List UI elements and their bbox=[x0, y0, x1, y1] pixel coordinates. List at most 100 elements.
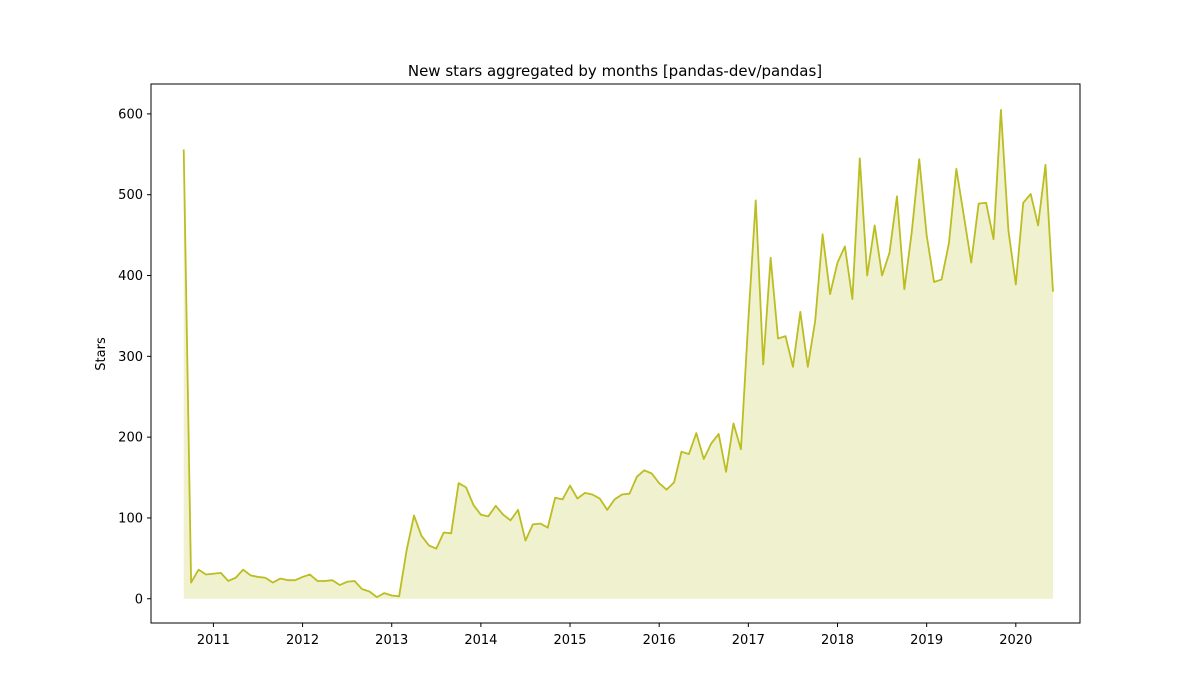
data-point bbox=[264, 577, 266, 579]
data-point bbox=[458, 482, 460, 484]
data-point bbox=[190, 582, 192, 584]
data-point bbox=[428, 544, 430, 546]
data-point bbox=[472, 504, 474, 506]
y-tick-label: 200 bbox=[118, 431, 143, 446]
data-point bbox=[621, 494, 623, 496]
data-point bbox=[547, 527, 549, 529]
data-point bbox=[376, 596, 378, 598]
data-point bbox=[435, 548, 437, 550]
data-point bbox=[406, 549, 408, 551]
data-point bbox=[339, 584, 341, 586]
data-point bbox=[866, 275, 868, 277]
data-point bbox=[599, 498, 601, 500]
data-point bbox=[792, 366, 794, 368]
data-point bbox=[517, 509, 519, 511]
data-point bbox=[309, 574, 311, 576]
data-point bbox=[368, 590, 370, 592]
data-point bbox=[606, 509, 608, 511]
data-point bbox=[911, 231, 913, 233]
data-point bbox=[955, 168, 957, 170]
x-tick-label: 2019 bbox=[910, 633, 943, 648]
data-point bbox=[881, 275, 883, 277]
x-tick-label: 2012 bbox=[286, 633, 319, 648]
data-point bbox=[799, 311, 801, 313]
x-tick-label: 2017 bbox=[732, 633, 765, 648]
data-point bbox=[666, 489, 668, 491]
y-tick-label: 500 bbox=[118, 188, 143, 203]
data-point bbox=[829, 293, 831, 295]
data-point bbox=[658, 482, 660, 484]
data-point bbox=[629, 493, 631, 495]
data-point bbox=[242, 569, 244, 571]
data-point bbox=[495, 505, 497, 507]
data-point bbox=[576, 498, 578, 500]
data-point bbox=[465, 486, 467, 488]
data-point bbox=[1000, 109, 1002, 111]
data-point bbox=[822, 233, 824, 235]
data-point bbox=[814, 320, 816, 322]
x-tick-label: 2011 bbox=[197, 633, 230, 648]
x-tick-label: 2020 bbox=[999, 633, 1032, 648]
data-point bbox=[844, 245, 846, 247]
data-point bbox=[837, 262, 839, 264]
area-fill bbox=[183, 109, 1053, 599]
data-point bbox=[272, 582, 274, 584]
data-point bbox=[680, 451, 682, 453]
data-point bbox=[688, 453, 690, 455]
data-point bbox=[279, 578, 281, 580]
data-point bbox=[302, 576, 304, 578]
data-point bbox=[205, 574, 207, 576]
data-point bbox=[926, 234, 928, 236]
y-tick-label: 100 bbox=[118, 511, 143, 526]
data-point bbox=[183, 148, 185, 150]
y-tick-label: 0 bbox=[135, 592, 143, 607]
x-tick-label: 2018 bbox=[821, 633, 854, 648]
data-point bbox=[643, 469, 645, 471]
data-point bbox=[1037, 224, 1039, 226]
data-point bbox=[346, 581, 348, 583]
data-point bbox=[443, 531, 445, 533]
data-point bbox=[450, 532, 452, 534]
data-point bbox=[732, 422, 734, 424]
data-point bbox=[502, 514, 504, 516]
data-point bbox=[970, 262, 972, 264]
data-point bbox=[695, 432, 697, 434]
y-tick-label: 300 bbox=[118, 350, 143, 365]
data-point bbox=[740, 448, 742, 450]
data-point bbox=[554, 497, 556, 499]
data-point bbox=[636, 476, 638, 478]
data-point bbox=[673, 481, 675, 483]
data-point bbox=[941, 279, 943, 281]
x-tick-label: 2014 bbox=[464, 633, 497, 648]
data-point bbox=[539, 523, 541, 525]
data-point bbox=[963, 215, 965, 217]
data-point bbox=[651, 473, 653, 475]
series-line bbox=[182, 108, 1054, 599]
data-point bbox=[710, 443, 712, 445]
data-point bbox=[718, 433, 720, 435]
data-point bbox=[993, 238, 995, 240]
data-point bbox=[250, 574, 252, 576]
data-point bbox=[398, 595, 400, 597]
data-point bbox=[257, 576, 259, 578]
data-point bbox=[703, 458, 705, 460]
data-point bbox=[235, 577, 237, 579]
data-point bbox=[532, 523, 534, 525]
data-point bbox=[1007, 229, 1009, 231]
data-point bbox=[777, 338, 779, 340]
data-point bbox=[859, 157, 861, 159]
data-point bbox=[287, 579, 289, 581]
data-point bbox=[807, 366, 809, 368]
data-point bbox=[614, 498, 616, 500]
y-tick-label: 600 bbox=[118, 107, 143, 122]
chart-title: New stars aggregated by months [pandas-d… bbox=[408, 62, 822, 80]
data-point bbox=[391, 595, 393, 597]
data-point bbox=[755, 199, 757, 201]
y-tick-label: 400 bbox=[118, 269, 143, 284]
data-point bbox=[762, 363, 764, 365]
data-point bbox=[584, 492, 586, 494]
data-point bbox=[874, 224, 876, 226]
data-point bbox=[324, 580, 326, 582]
data-point bbox=[903, 288, 905, 290]
